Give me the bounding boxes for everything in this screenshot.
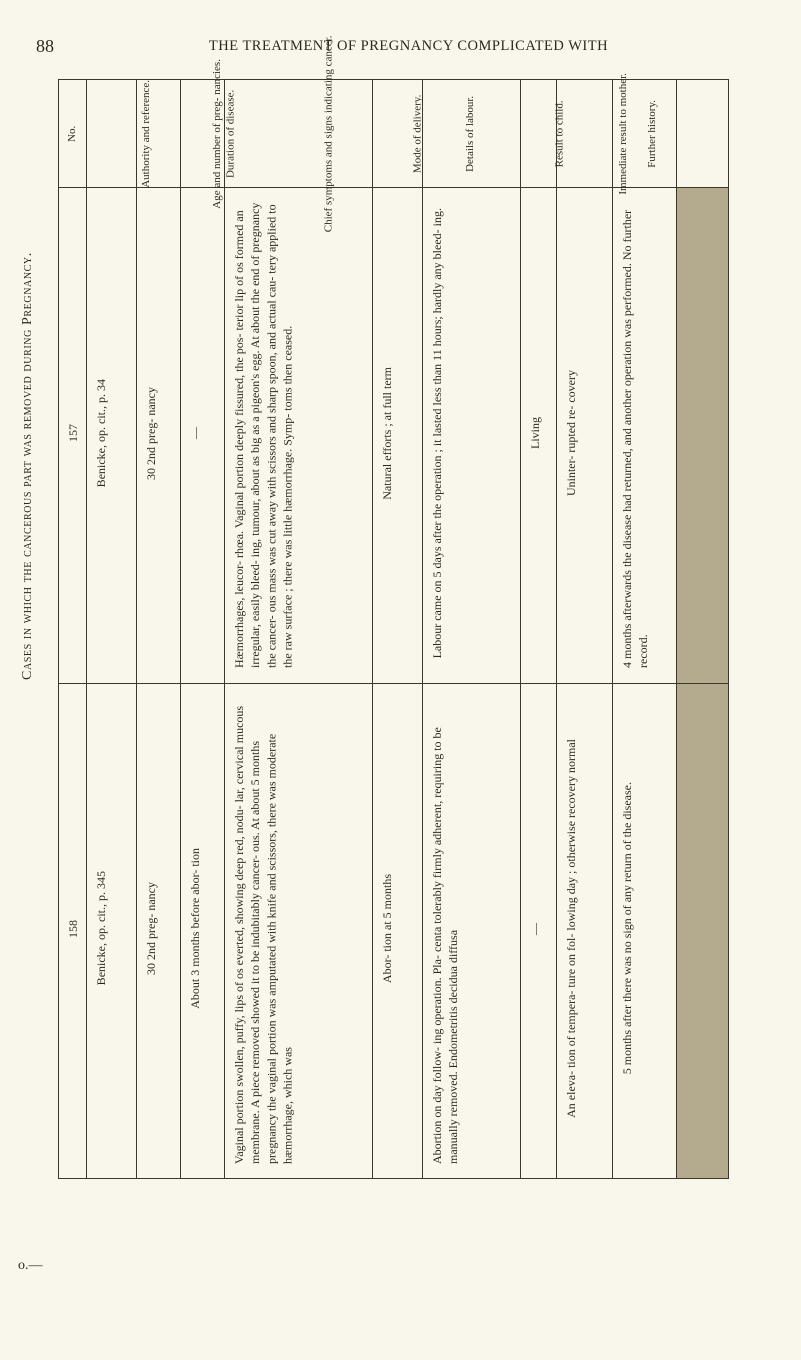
cell-authority: Benicke, op. cit., p. 34 [87,188,137,684]
col-symptoms: Chief symptoms and signs indicating canc… [225,80,373,188]
page-number: 88 [36,36,54,57]
cell-no: 157 [59,188,87,684]
cell-age: 30 2nd preg- nancy [137,683,181,1179]
case-table: No. Authority and reference. Age and num… [58,79,729,1179]
cell-authority: Benicke, op. cit., p. 345 [87,683,137,1179]
cell-duration: — [181,188,225,684]
page: 88 THE TREATMENT OF PREGNANCY COMPLICATE… [0,0,801,1360]
cell-smudge [677,683,729,1179]
col-authority: Authority and reference. [87,80,137,188]
cell-labour: Abortion on day follow- ing operation. P… [423,683,521,1179]
cell-symptoms: Vaginal portion swollen, puffy, lips of … [225,683,373,1179]
cell-immediate: An eleva- tion of tempera- ture on fol- … [557,683,613,1179]
col-smudge [677,80,729,188]
cell-symptoms: Hæmorrhages, leucor- rhœa. Vaginal porti… [225,188,373,684]
col-mode: Mode of delivery. [373,80,423,188]
cell-mode: Abor- tion at 5 months [373,683,423,1179]
table-row: 157 Benicke, op. cit., p. 34 30 2nd preg… [59,188,729,684]
cell-duration: About 3 months before abor- tion [181,683,225,1179]
cell-labour: Labour came on 5 days after the operatio… [423,188,521,684]
cell-smudge [677,188,729,684]
col-result: Result to child. [521,80,557,188]
cell-mode: Natural efforts ; at full term [373,188,423,684]
cell-further: 4 months afterwards the disease had retu… [613,188,677,684]
cell-age: 30 2nd preg- nancy [137,188,181,684]
cell-result: Living [521,188,557,684]
cell-result: — [521,683,557,1179]
table-row: 158 Benicke, op. cit., p. 345 30 2nd pre… [59,683,729,1179]
table-header-row: No. Authority and reference. Age and num… [59,80,729,188]
col-no: No. [59,80,87,188]
cell-no: 158 [59,683,87,1179]
col-labour: Details of labour. [423,80,521,188]
side-caption: Cases in which the cancerous part was re… [20,252,36,680]
cell-immediate: Uninter- rupted re- covery [557,188,613,684]
cell-further: 5 months after there was no sign of any … [613,683,677,1179]
running-head: THE TREATMENT OF PREGNANCY COMPLICATED W… [56,38,761,55]
side-caption-prefix: o.— [18,1258,43,1274]
